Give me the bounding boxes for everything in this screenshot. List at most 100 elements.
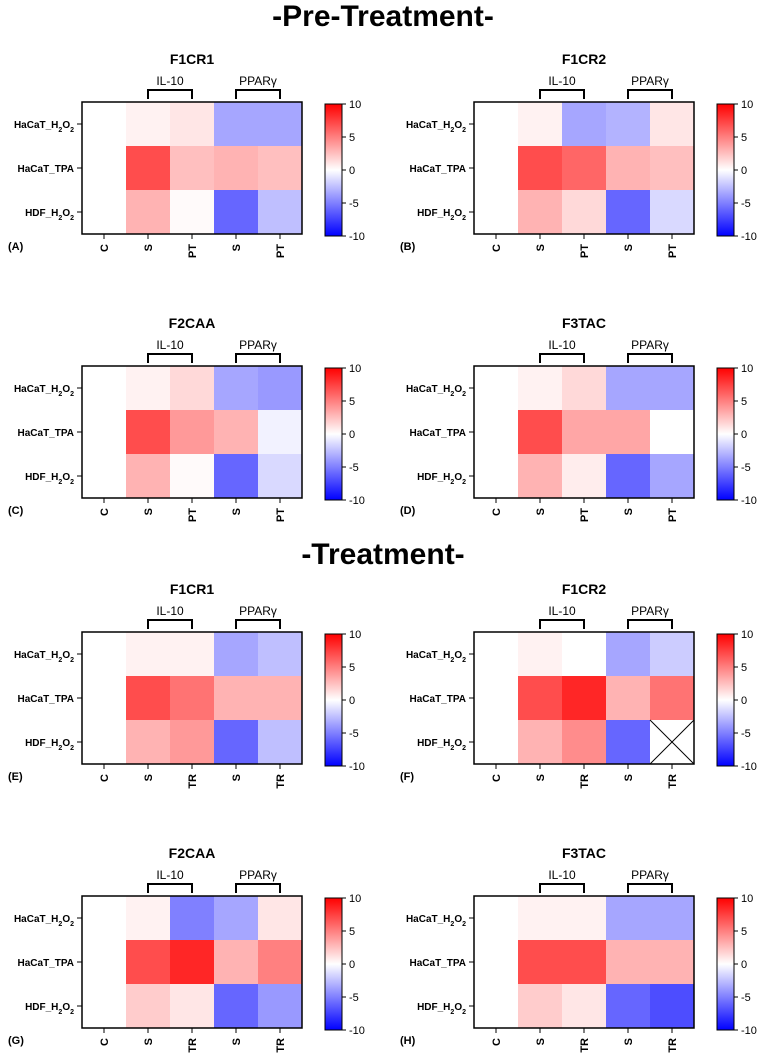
- row-label: HaCaT_TPA: [18, 164, 75, 175]
- heatmap-cell: [170, 720, 215, 765]
- group-bracket: [627, 619, 673, 629]
- heatmap-panel-c: F2CAA IL-10 PPARγ HaCaT_H2O2 HaCaT_TPA HDF_H2…: [8, 315, 365, 522]
- colorbar-tick-label: 5: [349, 132, 355, 144]
- chart-title: F3TAC: [562, 845, 606, 861]
- heatmap-cell: [650, 366, 695, 411]
- heatmap-cell: [474, 984, 519, 1029]
- group-bracket: [147, 883, 193, 893]
- heatmap-cell: [126, 410, 171, 455]
- row-label: HDF_H2O2: [417, 472, 466, 486]
- row-label: HDF_H2O2: [25, 1002, 74, 1016]
- heatmap-cell: [82, 676, 127, 721]
- heatmap-cell: [518, 190, 563, 235]
- colorbar-tick-label: -10: [349, 495, 365, 507]
- column-label: C: [99, 244, 111, 252]
- colorbar-tick-label: 5: [349, 662, 355, 674]
- column-label: PT: [579, 244, 591, 258]
- group-label: IL-10: [548, 868, 576, 882]
- column-label: TR: [187, 774, 199, 789]
- heatmap-cell: [562, 984, 607, 1029]
- chart-title: F1CR2: [562, 51, 607, 67]
- colorbar-tick-label: -10: [349, 1025, 365, 1037]
- heatmap-cell: [258, 720, 303, 765]
- column-label: S: [623, 774, 635, 781]
- heatmap-cell: [650, 940, 695, 985]
- heatmap-cell: [474, 720, 519, 765]
- heatmap-cell: [518, 632, 563, 677]
- group-bracket: [147, 619, 193, 629]
- column-label: C: [491, 774, 503, 782]
- colorbar-tick-label: -5: [349, 198, 359, 210]
- heatmap-cell: [126, 720, 171, 765]
- colorbar: [716, 633, 735, 767]
- colorbar: [716, 103, 735, 237]
- colorbar-tick-label: -10: [349, 761, 365, 773]
- heatmap-panel-a: F1CR1 IL-10 PPARγ HaCaT_H2O2 HaCaT_TPA HDF_H2…: [8, 51, 365, 258]
- group-bracket: [147, 89, 193, 99]
- column-label: TR: [667, 774, 679, 789]
- heatmap-panel-d: F3TAC IL-10 PPARγ HaCaT_H2O2 HaCaT_TPA HDF_H2…: [400, 315, 757, 522]
- heatmap-cell: [82, 896, 127, 941]
- group-bracket: [235, 89, 281, 99]
- heatmap-cell: [518, 984, 563, 1029]
- row-label: HDF_H2O2: [417, 208, 466, 222]
- column-label: S: [231, 774, 243, 781]
- section-title-pre: -Pre-Treatment-: [272, 0, 494, 33]
- row-label: HDF_H2O2: [25, 738, 74, 752]
- row-label: HaCaT_TPA: [410, 694, 467, 705]
- group-label: PPARγ: [239, 604, 277, 618]
- heatmap-cell: [170, 676, 215, 721]
- heatmap-cell: [214, 984, 259, 1029]
- group-label: PPARγ: [239, 74, 277, 88]
- colorbar-tick-label: -5: [741, 728, 751, 740]
- column-label: C: [491, 244, 503, 252]
- colorbar-tick-label: 5: [741, 662, 747, 674]
- heatmap-cell: [126, 102, 171, 147]
- heatmap-cell: [258, 896, 303, 941]
- row-label: HDF_H2O2: [417, 1002, 466, 1016]
- colorbar-tick-label: 0: [741, 165, 747, 177]
- colorbar: [716, 897, 735, 1031]
- heatmap-cell: [170, 984, 215, 1029]
- heatmap-cell: [214, 940, 259, 985]
- column-label: C: [99, 1038, 111, 1046]
- colorbar-tick-label: -10: [741, 495, 757, 507]
- group-bracket: [147, 353, 193, 363]
- heatmap-cell: [214, 632, 259, 677]
- heatmap-cell: [562, 632, 607, 677]
- row-label: HaCaT_TPA: [18, 958, 75, 969]
- heatmap-cell: [126, 190, 171, 235]
- row-label: HaCaT_H2O2: [406, 120, 466, 134]
- heatmap-cell: [126, 896, 171, 941]
- heatmap-cell: [518, 454, 563, 499]
- heatmap-cell: [606, 454, 651, 499]
- colorbar-tick-label: 0: [349, 429, 355, 441]
- row-label: HaCaT_TPA: [410, 164, 467, 175]
- colorbar-tick-label: -10: [349, 231, 365, 243]
- heatmap-cell: [606, 676, 651, 721]
- heatmap-cell: [562, 676, 607, 721]
- heatmap-cell: [126, 632, 171, 677]
- group-label: IL-10: [156, 338, 184, 352]
- colorbar-tick-label: -5: [349, 992, 359, 1004]
- column-label: PT: [275, 244, 287, 258]
- panel-label: (G): [8, 1035, 24, 1047]
- group-label: PPARγ: [631, 868, 669, 882]
- heatmap-cell: [82, 410, 127, 455]
- heatmap-cell: [562, 720, 607, 765]
- column-label: C: [491, 508, 503, 516]
- row-label: HaCaT_H2O2: [406, 650, 466, 664]
- heatmap-cell: [126, 984, 171, 1029]
- row-label: HaCaT_H2O2: [14, 650, 74, 664]
- colorbar-tick-label: 0: [741, 695, 747, 707]
- colorbar-tick-label: 10: [741, 629, 753, 641]
- heatmap-cell: [170, 190, 215, 235]
- heatmap-cell: [474, 940, 519, 985]
- heatmap-cell: [474, 632, 519, 677]
- chart-title: F2CAA: [169, 845, 216, 861]
- colorbar-tick-label: 0: [349, 165, 355, 177]
- heatmap-cell: [562, 146, 607, 191]
- row-label: HaCaT_H2O2: [14, 120, 74, 134]
- column-label: TR: [579, 774, 591, 789]
- heatmap-cell: [258, 940, 303, 985]
